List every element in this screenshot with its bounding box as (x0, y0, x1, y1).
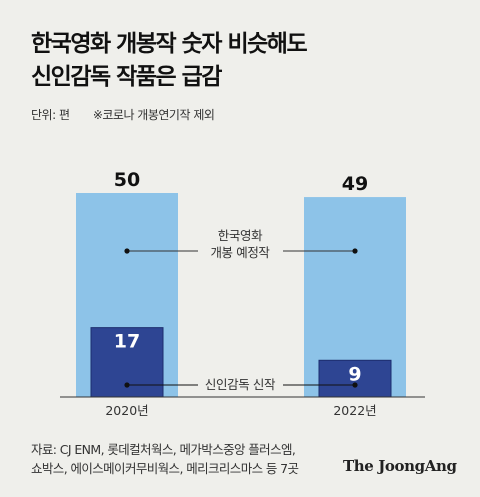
series-label-total-line-1: 한국영화 (218, 228, 263, 243)
unit-note: 단위: 편 (31, 108, 70, 122)
data-label-new-0: 17 (114, 331, 140, 353)
unit-row: 단위: 편 ※코로나 개봉연기작 제외 (31, 106, 234, 123)
leader-total-dot-0 (124, 248, 130, 254)
leader-new-dot-0 (124, 382, 130, 388)
title-line-1: 한국영화 개봉작 숫자 비슷해도 (31, 31, 308, 57)
data-label-total-0: 50 (114, 169, 140, 191)
exclusion-note: ※코로나 개봉연기작 제외 (92, 108, 215, 122)
series-label-new-line-1: 신인감독 신작 (205, 377, 276, 392)
source-line-1: 자료: CJ ENM, 롯데컬처웍스, 메가박스중앙 플러스엠, (31, 442, 296, 457)
brand-logo: The JoongAng (343, 457, 457, 475)
chart-title: 한국영화 개봉작 숫자 비슷해도 신인감독 작품은 급감 (31, 28, 471, 94)
bar-new-1 (318, 359, 392, 398)
data-label-new-1: 9 (348, 363, 361, 385)
leader-new-dot-1 (352, 382, 358, 388)
leader-total-dot-1 (352, 248, 358, 254)
source-note: 자료: CJ ENM, 롯데컬처웍스, 메가박스중앙 플러스엠, 쇼박스, 에이… (31, 440, 299, 478)
x-tick-label-0: 2020년 (105, 403, 148, 418)
x-tick-label-1: 2022년 (333, 403, 376, 418)
data-label-total-1: 49 (342, 173, 368, 195)
source-line-2: 쇼박스, 에이스메이커무비웍스, 메리크리스마스 등 7곳 (31, 461, 299, 476)
title-line-2: 신인감독 작품은 급감 (31, 64, 222, 90)
series-label-total-line-2: 개봉 예정작 (210, 245, 270, 260)
